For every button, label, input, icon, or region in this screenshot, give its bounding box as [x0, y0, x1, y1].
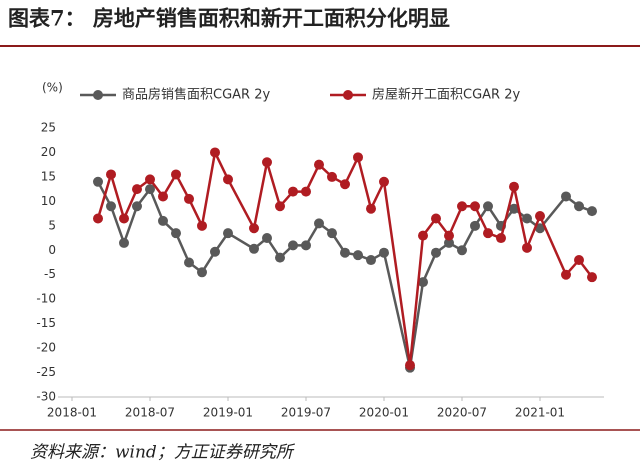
- point: [457, 245, 467, 256]
- point: [457, 201, 467, 212]
- point: [106, 201, 116, 212]
- point: [561, 191, 571, 202]
- point: [249, 243, 259, 254]
- chart-title: 图表7： 房地产销售面积和新开工面积分化明显: [8, 6, 450, 31]
- x-tick-label: 2021-01: [515, 406, 565, 420]
- x-tick-label: 2018-07: [125, 406, 175, 420]
- x-tick-label: 2020-01: [359, 406, 409, 420]
- point: [158, 191, 168, 202]
- point: [158, 215, 168, 226]
- x-tick-label: 2018-01: [47, 406, 97, 420]
- point: [509, 181, 519, 192]
- point: [93, 176, 103, 187]
- point: [171, 228, 181, 239]
- point: [353, 152, 363, 163]
- point: [275, 252, 285, 263]
- y-unit: (%): [42, 81, 63, 95]
- point: [379, 247, 389, 258]
- point: [210, 246, 220, 257]
- point: [184, 257, 194, 268]
- y-tick-label: -30: [36, 390, 56, 404]
- point: [483, 201, 493, 212]
- point: [327, 228, 337, 239]
- point: [418, 230, 428, 241]
- y-tick-label: -5: [44, 267, 56, 281]
- y-tick-label: 25: [41, 121, 56, 135]
- point: [119, 237, 129, 248]
- point: [366, 255, 376, 266]
- point: [288, 240, 298, 251]
- point: [197, 267, 207, 278]
- point: [522, 242, 532, 253]
- point: [431, 247, 441, 258]
- point: [353, 250, 363, 261]
- point: [561, 269, 571, 280]
- point: [223, 228, 233, 239]
- point: [405, 360, 415, 371]
- point: [444, 237, 454, 248]
- point: [106, 169, 116, 180]
- point: [223, 174, 233, 185]
- y-tick-label: 20: [41, 145, 56, 159]
- point: [171, 169, 181, 180]
- point: [470, 201, 480, 212]
- point: [444, 230, 454, 241]
- point: [418, 277, 428, 288]
- point: [340, 179, 350, 190]
- legend-marker: [93, 90, 103, 100]
- legend-label: 房屋新开工面积CGAR 2y: [372, 87, 520, 103]
- y-tick-label: -15: [36, 316, 56, 330]
- point: [145, 174, 155, 185]
- source: 资料来源：wind；方正证券研究所: [30, 443, 296, 463]
- point: [132, 184, 142, 195]
- x-tick-label: 2019-01: [203, 406, 253, 420]
- point: [574, 201, 584, 212]
- point: [366, 203, 376, 214]
- y-tick-label: 5: [48, 218, 56, 232]
- point: [470, 220, 480, 231]
- y-tick-label: 10: [41, 194, 56, 208]
- point: [327, 171, 337, 182]
- point: [275, 201, 285, 212]
- point: [522, 213, 532, 224]
- point: [535, 211, 545, 222]
- y-tick-label: -25: [36, 365, 56, 379]
- point: [574, 255, 584, 266]
- point: [145, 184, 155, 195]
- point: [184, 193, 194, 204]
- point: [119, 213, 129, 224]
- point: [587, 206, 597, 217]
- x-tick-label: 2019-07: [281, 406, 331, 420]
- point: [249, 223, 259, 234]
- point: [314, 218, 324, 229]
- point: [301, 186, 311, 197]
- point: [197, 220, 207, 231]
- point: [496, 233, 506, 244]
- point: [262, 233, 272, 244]
- point: [288, 186, 298, 197]
- point: [314, 159, 324, 170]
- point: [431, 213, 441, 224]
- legend-label: 商品房销售面积CGAR 2y: [122, 87, 270, 103]
- point: [340, 247, 350, 258]
- point: [262, 157, 272, 168]
- point: [210, 147, 220, 158]
- legend-marker: [343, 90, 353, 100]
- point: [535, 223, 545, 234]
- point: [93, 213, 103, 224]
- y-tick-label: 0: [48, 243, 56, 257]
- y-tick-label: 15: [41, 169, 56, 183]
- point: [587, 272, 597, 283]
- point: [509, 203, 519, 214]
- point: [301, 240, 311, 251]
- y-tick-label: -10: [36, 292, 56, 306]
- x-tick-label: 2020-07: [437, 406, 487, 420]
- point: [379, 176, 389, 187]
- point: [132, 201, 142, 212]
- y-tick-label: -20: [36, 341, 56, 355]
- point: [483, 228, 493, 239]
